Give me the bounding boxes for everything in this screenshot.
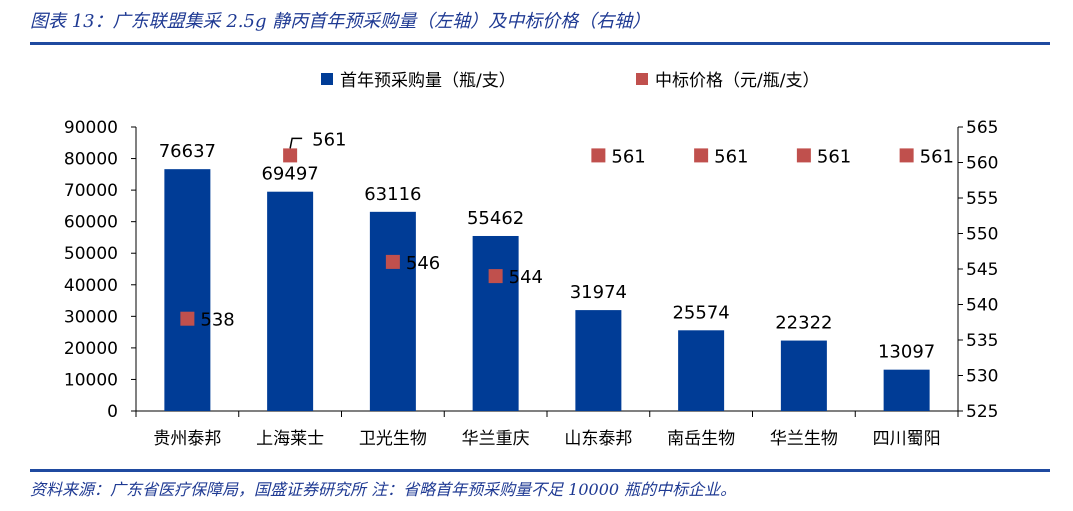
y-right-tick-label: 530 xyxy=(966,367,998,387)
y-left-tick-label: 50000 xyxy=(64,244,118,264)
x-category-label: 南岳生物 xyxy=(667,429,735,449)
bar-value-label: 31974 xyxy=(570,282,627,303)
bar-volume xyxy=(575,310,622,411)
legend-label-price: 中标价格（元/瓶/支） xyxy=(655,71,819,91)
bar-volume xyxy=(267,191,314,411)
y-right-tick-label: 545 xyxy=(966,260,998,280)
price-value-label: 544 xyxy=(509,267,543,288)
legend: 首年预采购量（瓶/支） 中标价格（元/瓶/支） xyxy=(321,71,819,91)
bar-value-label: 25574 xyxy=(672,302,729,323)
bar-value-label: 76637 xyxy=(159,141,216,162)
chart-title: 图表 13：广东联盟集采 2.5g 静丙首年预采购量（左轴）及中标价格（右轴） xyxy=(30,11,651,32)
price-label-leader xyxy=(289,137,303,149)
legend-swatch-price xyxy=(636,73,648,85)
x-category-label: 卫光生物 xyxy=(359,429,427,449)
bars: 76637 69497 63116 55462 31974 25574 22322 13097 xyxy=(159,141,935,411)
y-left-tick-label: 40000 xyxy=(64,276,118,296)
y-right-tick-label: 565 xyxy=(966,118,998,138)
price-value-label: 561 xyxy=(714,146,748,167)
bar-volume xyxy=(780,340,827,411)
y-left-tick-label: 0 xyxy=(107,402,118,422)
y-right-tick-label: 535 xyxy=(966,331,998,351)
price-marker xyxy=(488,269,503,284)
x-category-label: 山东泰邦 xyxy=(564,429,632,449)
price-marker xyxy=(283,148,298,163)
y-right-tick-label: 560 xyxy=(966,154,998,174)
bar-value-label: 22322 xyxy=(775,313,832,334)
y-left-tick-label: 30000 xyxy=(64,307,118,327)
bar-value-label: 69497 xyxy=(261,164,318,185)
price-marker xyxy=(796,148,811,163)
y-right-tick-label: 540 xyxy=(966,296,998,316)
x-category-label: 华兰重庆 xyxy=(462,429,530,449)
x-category-label: 贵州泰邦 xyxy=(153,429,221,449)
y-left-tick-label: 10000 xyxy=(64,370,118,390)
price-value-label: 561 xyxy=(817,146,851,167)
y-right-tick-label: 555 xyxy=(966,189,998,209)
price-value-label: 538 xyxy=(200,310,234,331)
y-left-tick-label: 70000 xyxy=(64,181,118,201)
price-value-label: 561 xyxy=(312,129,346,150)
price-marker xyxy=(899,148,914,163)
source-note: 资料来源：广东省医疗保障局，国盛证券研究所 注：省略首年预采购量不足 10000… xyxy=(30,480,737,499)
price-value-label: 546 xyxy=(406,253,440,274)
legend-label-volume: 首年预采购量（瓶/支） xyxy=(340,71,516,91)
price-value-label: 561 xyxy=(920,146,954,167)
price-marker xyxy=(694,148,709,163)
source-rule xyxy=(30,469,1050,472)
bar-volume xyxy=(883,369,930,411)
y-left-tick-label: 80000 xyxy=(64,150,118,170)
bar-value-label: 55462 xyxy=(467,208,524,229)
bar-value-label: 13097 xyxy=(878,342,935,363)
price-markers: 538 561 546 544 561 561 561 561 xyxy=(180,129,954,331)
y-right-tick-label: 525 xyxy=(966,402,998,422)
price-value-label: 561 xyxy=(611,146,645,167)
axes: 0 10000 20000 30000 40000 50000 60000 70000 8000… xyxy=(64,118,999,449)
x-category-label: 上海莱士 xyxy=(256,429,324,449)
y-right-tick-label: 550 xyxy=(966,225,998,245)
title-rule xyxy=(30,42,1050,45)
bar-volume xyxy=(369,211,416,411)
bar-volume xyxy=(678,330,725,411)
price-marker xyxy=(180,311,195,326)
bar-volume xyxy=(472,235,519,411)
y-left-tick-label: 90000 xyxy=(64,118,118,138)
bar-volume xyxy=(164,169,211,411)
price-marker xyxy=(385,254,400,269)
x-category-label: 四川蜀阳 xyxy=(873,429,941,449)
bar-value-label: 63116 xyxy=(364,184,421,205)
legend-swatch-volume xyxy=(321,73,333,85)
y-left-tick-label: 20000 xyxy=(64,339,118,359)
price-marker xyxy=(591,148,606,163)
y-left-tick-label: 60000 xyxy=(64,213,118,233)
x-category-label: 华兰生物 xyxy=(770,429,838,449)
